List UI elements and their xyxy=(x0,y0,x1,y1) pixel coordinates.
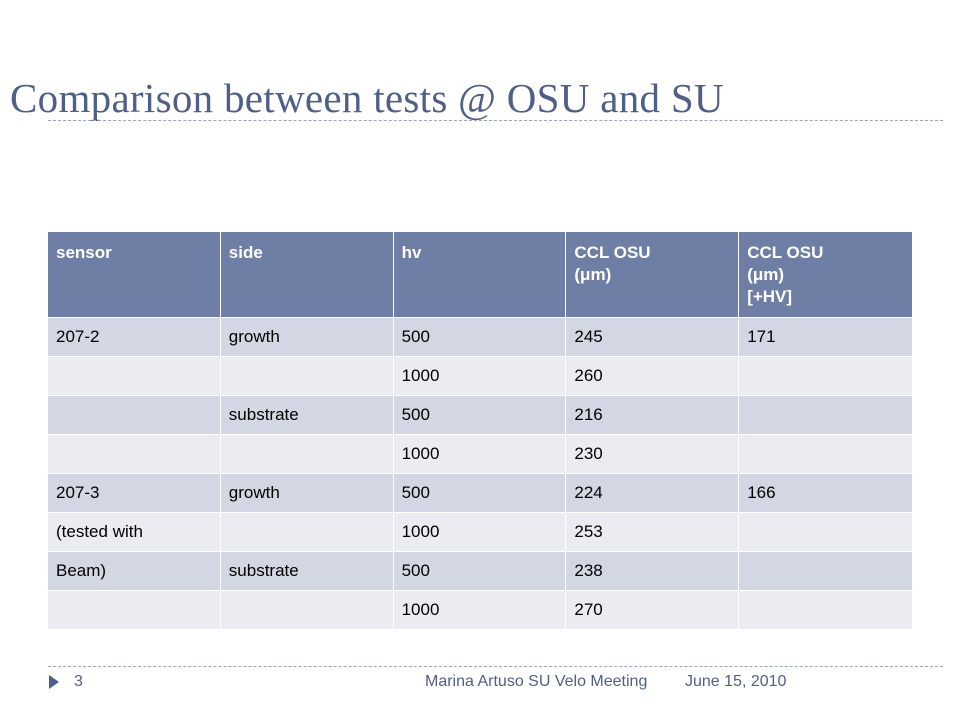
table-row: (tested with 1000 253 xyxy=(48,513,912,551)
cell-hv: 500 xyxy=(393,474,566,512)
header-hv: hv xyxy=(393,232,566,317)
header-ccl-osu-hv: CCL OSU (μm) [+HV] xyxy=(739,232,912,317)
footer-divider xyxy=(48,666,943,667)
cell-hv: 1000 xyxy=(393,513,566,551)
header-sensor-label: sensor xyxy=(56,243,112,262)
triangle-bullet-icon xyxy=(49,675,59,689)
cell-side: growth xyxy=(220,474,393,512)
cell-sensor: 207-2 xyxy=(48,318,220,356)
cell-ccl-osu: 260 xyxy=(566,357,739,395)
cell-ccl-osu: 270 xyxy=(566,591,739,629)
header-ccl-osu-hv-note: [+HV] xyxy=(747,287,793,307)
comparison-table: sensor side hv CCL OSU (μm) CCL OSU (μm)… xyxy=(47,231,913,630)
cell-side xyxy=(220,435,393,473)
cell-ccl-osu-hv xyxy=(739,552,912,590)
cell-ccl-osu: 238 xyxy=(566,552,739,590)
cell-sensor xyxy=(48,591,220,629)
cell-side xyxy=(220,513,393,551)
cell-ccl-osu-hv: 171 xyxy=(739,318,912,356)
cell-side: substrate xyxy=(220,396,393,434)
table-row: substrate 500 216 xyxy=(48,396,912,434)
header-hv-label: hv xyxy=(401,243,422,262)
footer-author: Marina Artuso SU Velo Meeting xyxy=(425,673,648,690)
cell-hv: 1000 xyxy=(393,357,566,395)
table-header-row: sensor side hv CCL OSU (μm) CCL OSU (μm)… xyxy=(48,232,912,317)
header-ccl-osu-hv-unit: (μm) xyxy=(747,265,785,285)
table-row: 1000 270 xyxy=(48,591,912,629)
table-row: Beam) substrate 500 238 xyxy=(48,552,912,590)
page-number: 3 xyxy=(74,673,83,690)
header-ccl-osu-hv-label: CCL OSU xyxy=(747,243,824,262)
cell-side xyxy=(220,591,393,629)
cell-side: growth xyxy=(220,318,393,356)
title-divider xyxy=(48,120,943,121)
cell-sensor: 207-3 xyxy=(48,474,220,512)
table-row: 1000 230 xyxy=(48,435,912,473)
cell-sensor: Beam) xyxy=(48,552,220,590)
cell-sensor xyxy=(48,357,220,395)
cell-side: substrate xyxy=(220,552,393,590)
header-ccl-osu: CCL OSU (μm) xyxy=(566,232,739,317)
cell-hv: 1000 xyxy=(393,435,566,473)
cell-hv: 500 xyxy=(393,552,566,590)
header-side: side xyxy=(220,232,393,317)
slide-title: Comparison between tests @ OSU and SU xyxy=(10,75,724,121)
cell-ccl-osu: 253 xyxy=(566,513,739,551)
cell-ccl-osu: 245 xyxy=(566,318,739,356)
footer-date: June 15, 2010 xyxy=(685,673,787,690)
cell-ccl-osu: 224 xyxy=(566,474,739,512)
header-ccl-osu-label: CCL OSU xyxy=(574,243,651,262)
table-row: 1000 260 xyxy=(48,357,912,395)
header-side-label: side xyxy=(228,243,263,262)
cell-hv: 500 xyxy=(393,318,566,356)
cell-ccl-osu: 216 xyxy=(566,396,739,434)
header-ccl-osu-unit: (μm) xyxy=(574,265,612,285)
cell-ccl-osu-hv xyxy=(739,591,912,629)
cell-sensor xyxy=(48,435,220,473)
cell-hv: 500 xyxy=(393,396,566,434)
cell-side xyxy=(220,357,393,395)
cell-ccl-osu-hv xyxy=(739,357,912,395)
cell-ccl-osu-hv xyxy=(739,396,912,434)
cell-ccl-osu-hv xyxy=(739,513,912,551)
cell-ccl-osu: 230 xyxy=(566,435,739,473)
cell-hv: 1000 xyxy=(393,591,566,629)
cell-ccl-osu-hv: 166 xyxy=(739,474,912,512)
cell-ccl-osu-hv xyxy=(739,435,912,473)
cell-sensor xyxy=(48,396,220,434)
cell-sensor: (tested with xyxy=(48,513,220,551)
header-sensor: sensor xyxy=(48,232,220,317)
table-row: 207-2 growth 500 245 171 xyxy=(48,318,912,356)
table-row: 207-3 growth 500 224 166 xyxy=(48,474,912,512)
